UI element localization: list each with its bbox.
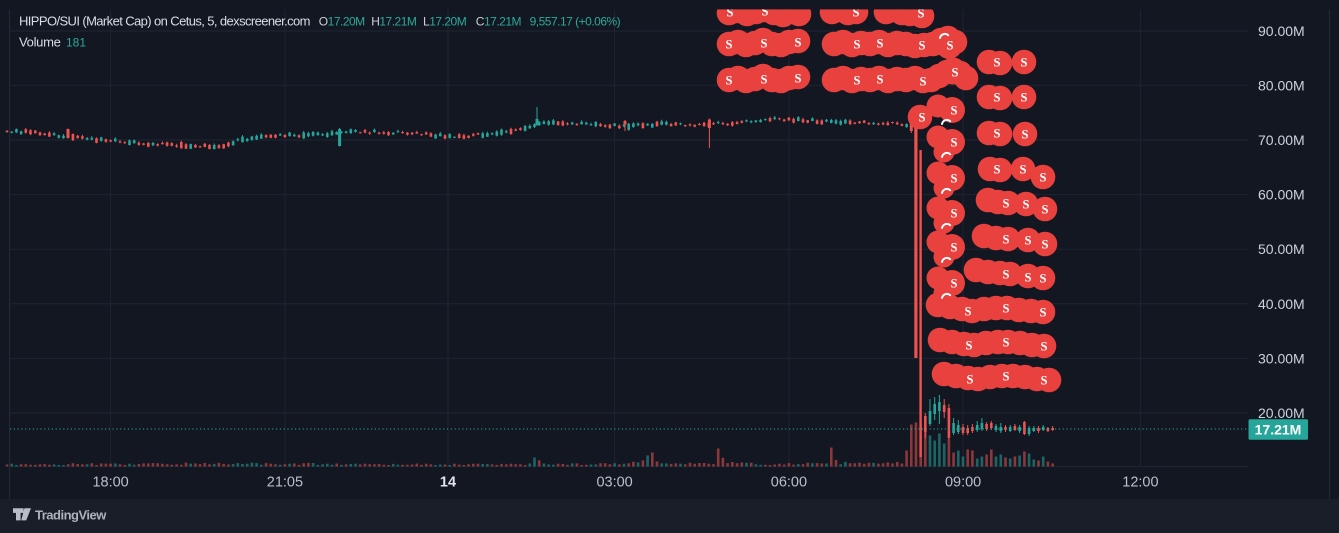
svg-text:80.00M: 80.00M xyxy=(1258,77,1305,93)
svg-text:S: S xyxy=(877,73,884,87)
svg-text:17.21M: 17.21M xyxy=(1255,421,1302,437)
svg-text:09:00: 09:00 xyxy=(945,475,981,491)
svg-text:S: S xyxy=(919,39,926,53)
svg-text:S: S xyxy=(1041,340,1048,354)
svg-text:S: S xyxy=(854,38,861,52)
svg-text:S: S xyxy=(920,75,927,89)
svg-text:S: S xyxy=(761,37,768,51)
svg-text:S: S xyxy=(1040,171,1047,185)
svg-text:S: S xyxy=(951,104,958,118)
svg-text:90.00M: 90.00M xyxy=(1258,23,1305,39)
svg-text:S: S xyxy=(1042,203,1049,217)
svg-text:S: S xyxy=(951,277,958,291)
svg-text:S: S xyxy=(967,373,974,387)
svg-text:S: S xyxy=(1025,234,1032,248)
svg-text:S: S xyxy=(762,5,769,19)
svg-text:30.00M: 30.00M xyxy=(1258,350,1305,366)
svg-text:S: S xyxy=(994,91,1001,105)
svg-text:S: S xyxy=(952,66,959,80)
svg-text:14: 14 xyxy=(440,475,456,491)
svg-text:06:00: 06:00 xyxy=(771,475,807,491)
svg-text:S: S xyxy=(1040,306,1047,320)
svg-text:S: S xyxy=(1003,233,1010,247)
svg-text:S: S xyxy=(951,136,958,150)
svg-text:70.00M: 70.00M xyxy=(1258,132,1305,148)
svg-text:S: S xyxy=(1022,128,1029,142)
svg-text:60.00M: 60.00M xyxy=(1258,187,1305,203)
svg-text:S: S xyxy=(853,6,860,20)
svg-text:12:00: 12:00 xyxy=(1122,475,1158,491)
svg-text:S: S xyxy=(919,111,926,125)
svg-text:S: S xyxy=(1021,56,1028,70)
svg-text:S: S xyxy=(994,56,1001,70)
svg-text:S: S xyxy=(951,241,958,255)
svg-text:TradingView: TradingView xyxy=(35,508,107,523)
svg-text:S: S xyxy=(1003,268,1010,282)
svg-text:S: S xyxy=(1023,198,1030,212)
svg-text:S: S xyxy=(761,73,768,87)
svg-text:S: S xyxy=(1025,271,1032,285)
svg-text:21:05: 21:05 xyxy=(267,475,303,491)
svg-text:S: S xyxy=(877,37,884,51)
svg-text:S: S xyxy=(994,127,1001,141)
svg-text:S: S xyxy=(726,74,733,88)
svg-text:S: S xyxy=(947,39,954,53)
svg-text:S: S xyxy=(965,305,972,319)
svg-text:40.00M: 40.00M xyxy=(1258,296,1305,312)
svg-text:50.00M: 50.00M xyxy=(1258,241,1305,257)
svg-text:18:00: 18:00 xyxy=(92,475,128,491)
svg-text:S: S xyxy=(795,72,802,86)
svg-text:S: S xyxy=(1040,272,1047,286)
svg-text:03:00: 03:00 xyxy=(596,475,632,491)
svg-text:20.00M: 20.00M xyxy=(1258,405,1305,421)
svg-text:S: S xyxy=(1003,336,1010,350)
svg-text:S: S xyxy=(994,163,1001,177)
svg-text:S: S xyxy=(1003,302,1010,316)
svg-text:HIPPO/SUI (Market Cap) on Cetu: HIPPO/SUI (Market Cap) on Cetus, 5, dexs… xyxy=(19,14,310,29)
svg-text:S: S xyxy=(1042,238,1049,252)
svg-text:S: S xyxy=(1041,374,1048,388)
svg-text:S: S xyxy=(1020,163,1027,177)
svg-text:S: S xyxy=(726,38,733,52)
svg-text:181: 181 xyxy=(66,36,86,50)
svg-text:S: S xyxy=(951,172,958,186)
svg-text:S: S xyxy=(918,7,925,21)
svg-text:S: S xyxy=(951,207,958,221)
svg-text:S: S xyxy=(1021,91,1028,105)
svg-text:S: S xyxy=(1003,197,1010,211)
svg-text:S: S xyxy=(966,339,973,353)
svg-text:Volume: Volume xyxy=(19,35,61,50)
svg-text:S: S xyxy=(854,74,861,88)
svg-text:S: S xyxy=(795,36,802,50)
svg-text:S: S xyxy=(727,6,734,20)
svg-text:S: S xyxy=(1003,370,1010,384)
